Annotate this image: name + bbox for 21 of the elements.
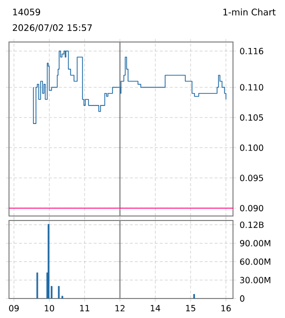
x-tick-label: 16 bbox=[221, 305, 231, 312]
chart-title: 14059 bbox=[13, 8, 40, 16]
y-tick-label: 0.110 bbox=[240, 84, 264, 91]
text: 1-min Chart bbox=[223, 8, 276, 16]
x-tick-label: 14 bbox=[150, 305, 160, 312]
x-tick-label: 15 bbox=[186, 305, 196, 312]
y-tick-label: 30.00M bbox=[240, 276, 270, 284]
y-tick-label: 90.00M bbox=[240, 240, 270, 246]
chart-subtitle: 2026/07/02 15:57 bbox=[12, 24, 92, 32]
y-tick-label: 0.105 bbox=[240, 114, 264, 121]
x-tick-label: 09 bbox=[9, 305, 19, 312]
x-tick-label: 12 bbox=[115, 305, 124, 312]
y-tick-label: 0.116 bbox=[240, 48, 264, 54]
y-tick-label: 60.00M bbox=[240, 258, 270, 265]
x-tick-label: 10 bbox=[44, 305, 54, 312]
y-tick-label: 0 bbox=[240, 295, 244, 302]
x-tick-label: 11 bbox=[80, 305, 90, 312]
y-tick-label: 0.100 bbox=[240, 144, 264, 151]
y-tick-label: 0.12B bbox=[240, 222, 264, 228]
y-tick-label: 0.095 bbox=[240, 174, 264, 182]
y-tick-label: 0.090 bbox=[240, 204, 264, 212]
